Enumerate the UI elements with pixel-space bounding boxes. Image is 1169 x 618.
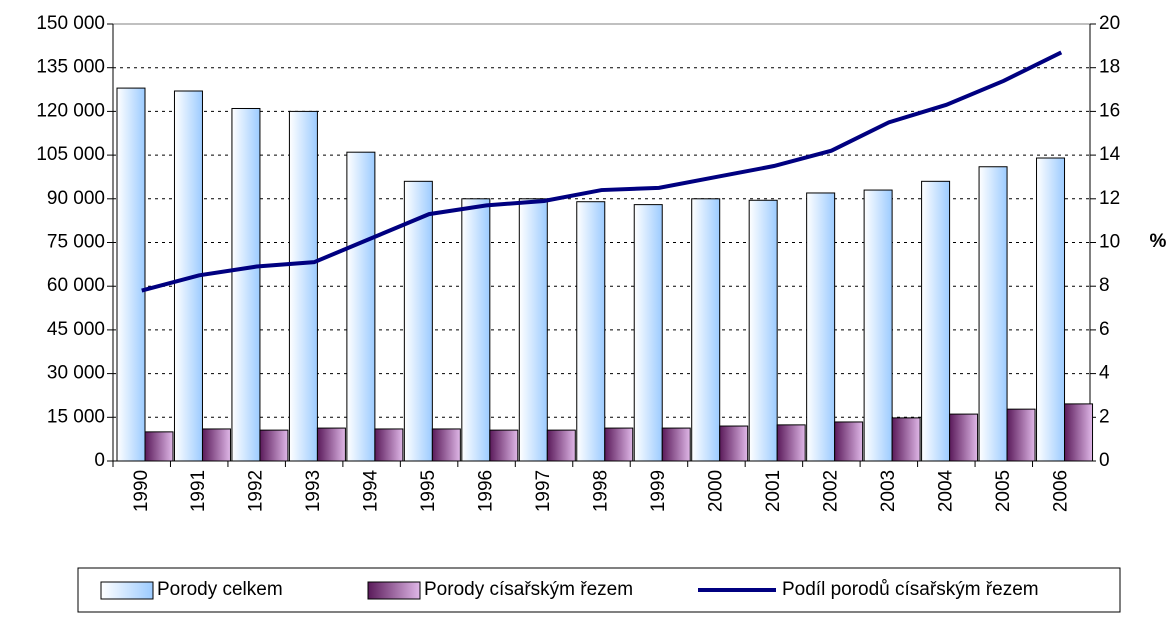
bar — [834, 421, 864, 462]
y-tick-label: 90 000 — [47, 188, 105, 209]
bar — [518, 198, 548, 462]
bar — [949, 413, 979, 462]
line-series — [141, 50, 1063, 293]
bar — [116, 87, 146, 462]
x-tick-label: 2000 — [705, 470, 726, 512]
bar — [231, 107, 261, 462]
bar — [1006, 408, 1036, 462]
bar — [201, 428, 231, 462]
y2-tick-label: 18 — [1099, 57, 1120, 78]
bar — [316, 427, 346, 462]
legend-swatch — [100, 581, 154, 600]
x-tick-label: 1993 — [303, 470, 324, 512]
legend-label: Porody císařským řezem — [424, 579, 633, 600]
x-tick-label: 1991 — [188, 470, 209, 512]
x-tick-label: 2004 — [935, 469, 956, 512]
bar — [978, 166, 1008, 462]
y-tick-label: 0 — [94, 450, 105, 471]
x-tick-label: 1996 — [476, 470, 497, 512]
x-tick-label: 1999 — [648, 470, 669, 512]
x-tick-label: 1997 — [533, 470, 554, 512]
x-tick-label: 1990 — [131, 470, 152, 512]
bar — [604, 427, 634, 462]
bar — [806, 192, 836, 462]
bar — [461, 198, 491, 462]
y2-tick-label: 16 — [1099, 100, 1120, 121]
x-tick-label: 1992 — [246, 470, 267, 512]
y2-tick-label: 8 — [1099, 275, 1110, 296]
y-tick-label: 150 000 — [36, 13, 105, 34]
bar — [891, 417, 921, 462]
y2-tick-label: 4 — [1099, 363, 1110, 384]
bar — [863, 189, 893, 462]
y2-tick-label: 6 — [1099, 319, 1110, 340]
bar — [546, 429, 576, 462]
legend-label: Porody celkem — [157, 579, 283, 600]
x-tick-label: 1994 — [361, 469, 382, 512]
bar — [661, 427, 691, 462]
x-tick-label: 2002 — [820, 470, 841, 512]
x-tick-label: 2001 — [763, 470, 784, 512]
x-tick-label: 2006 — [1050, 470, 1071, 512]
y-tick-label: 75 000 — [47, 232, 105, 253]
y2-tick-label: 20 — [1099, 13, 1120, 34]
bar — [144, 431, 174, 462]
x-tick-label: 1995 — [418, 470, 439, 512]
bar — [921, 180, 951, 462]
y-tick-label: 105 000 — [36, 144, 105, 165]
bar — [403, 180, 433, 462]
y-tick-label: 135 000 — [36, 57, 105, 78]
y-tick-label: 15 000 — [47, 406, 105, 427]
bar — [1064, 403, 1094, 462]
bar — [346, 151, 376, 462]
x-tick-label: 2003 — [878, 470, 899, 512]
bar — [576, 201, 606, 462]
y2-tick-label: 10 — [1099, 232, 1120, 253]
bar — [259, 429, 289, 462]
legend-label: Podíl porodů císařským řezem — [782, 579, 1039, 600]
bar — [431, 428, 461, 462]
bar — [374, 428, 404, 462]
y2-axis-label: % — [1150, 231, 1167, 252]
bar — [691, 198, 721, 462]
y-tick-label: 30 000 — [47, 363, 105, 384]
x-tick-label: 2005 — [993, 470, 1014, 512]
x-tick-label: 1998 — [591, 470, 612, 512]
y-tick-label: 120 000 — [36, 100, 105, 121]
y-tick-label: 45 000 — [47, 319, 105, 340]
bar — [1036, 157, 1066, 462]
y-tick-label: 60 000 — [47, 275, 105, 296]
bar — [776, 424, 806, 462]
y2-tick-label: 0 — [1099, 450, 1110, 471]
bar — [633, 204, 663, 462]
bar — [288, 110, 318, 462]
y2-tick-label: 12 — [1099, 188, 1120, 209]
bar — [489, 429, 519, 462]
legend-swatch — [367, 581, 421, 600]
bar — [719, 425, 749, 462]
y2-tick-label: 2 — [1099, 406, 1110, 427]
bar — [748, 199, 778, 462]
y2-tick-label: 14 — [1099, 144, 1121, 165]
legend — [77, 567, 1121, 613]
